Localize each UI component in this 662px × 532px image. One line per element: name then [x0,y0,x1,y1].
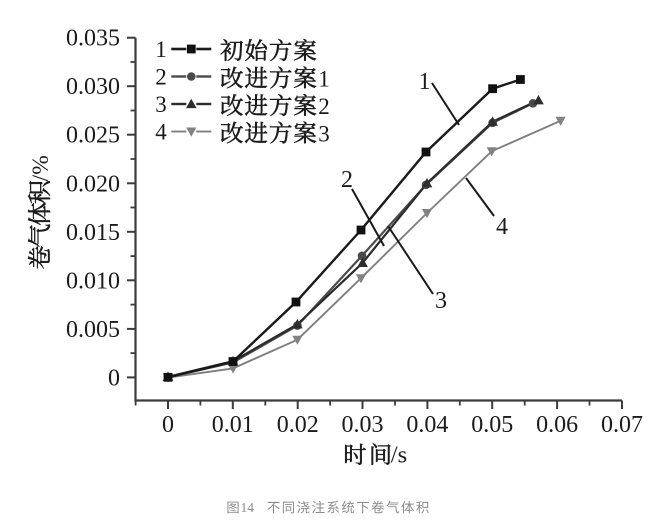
svg-text:0.04: 0.04 [406,412,448,438]
svg-text:3: 3 [435,288,447,314]
svg-text:/s: /s [391,442,407,469]
svg-text:4: 4 [496,214,508,240]
svg-text:2: 2 [341,167,353,193]
svg-text:4: 4 [155,120,167,145]
svg-text:0.02: 0.02 [277,412,319,438]
svg-text:2: 2 [318,94,330,119]
svg-text:0.05: 0.05 [471,412,513,438]
svg-text:0.005: 0.005 [66,317,120,343]
svg-text:0.015: 0.015 [66,220,120,246]
svg-text:0: 0 [108,365,120,391]
svg-text:0.03: 0.03 [342,412,384,438]
svg-text:0.010: 0.010 [66,268,120,294]
svg-text:3: 3 [155,92,167,117]
svg-text:2: 2 [155,65,167,90]
svg-text:1: 1 [419,69,431,95]
svg-text:0.020: 0.020 [66,171,120,197]
svg-text:14: 14 [241,500,255,515]
svg-text:0.07: 0.07 [601,412,643,438]
svg-text:0.025: 0.025 [66,123,120,149]
svg-text:0.035: 0.035 [66,26,120,52]
svg-text:0.01: 0.01 [212,412,254,438]
svg-text:0.030: 0.030 [66,74,120,100]
svg-text:3: 3 [318,122,330,147]
svg-text:/%: /% [28,155,54,181]
svg-text:1: 1 [318,67,330,92]
svg-text:0: 0 [162,412,174,438]
svg-text:0.06: 0.06 [536,412,578,438]
svg-text:1: 1 [155,37,167,62]
